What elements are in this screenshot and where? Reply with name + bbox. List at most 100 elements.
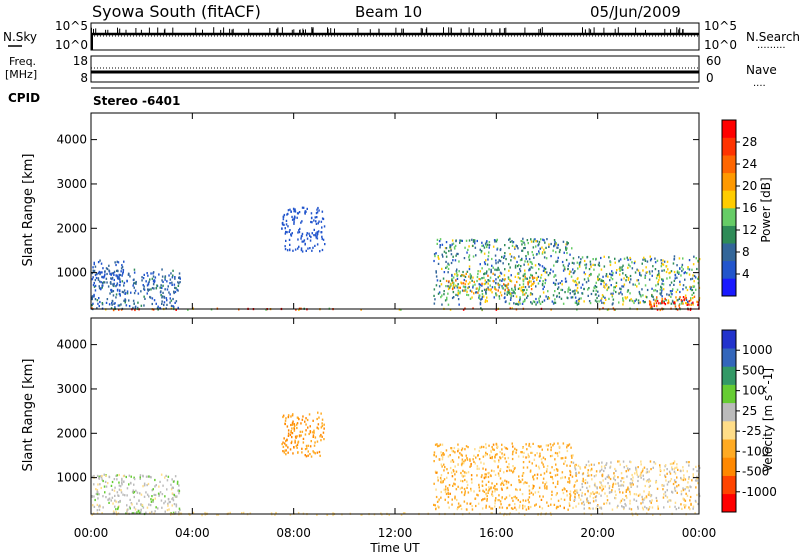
data-cell xyxy=(324,243,326,246)
data-cell xyxy=(692,507,694,510)
data-cell xyxy=(111,300,114,303)
data-cell xyxy=(543,248,545,251)
data-cell xyxy=(101,271,103,274)
data-cell xyxy=(530,301,532,304)
data-cell xyxy=(615,281,618,284)
data-cell xyxy=(525,443,527,446)
data-cell xyxy=(478,296,480,299)
data-cell xyxy=(118,292,121,295)
data-cell xyxy=(449,466,452,470)
data-cell xyxy=(530,238,532,241)
data-cell xyxy=(497,465,499,468)
data-cell xyxy=(694,479,697,482)
data-cell xyxy=(576,261,579,264)
data-cell xyxy=(604,477,607,480)
data-cell xyxy=(605,273,608,276)
data-cell xyxy=(457,463,459,466)
data-cell xyxy=(154,478,156,482)
data-cell xyxy=(445,247,448,250)
data-cell xyxy=(640,274,642,277)
data-cell xyxy=(471,481,473,484)
data-cell xyxy=(162,291,164,294)
data-cell xyxy=(542,477,545,480)
data-cell xyxy=(307,247,309,250)
data-cell xyxy=(551,478,554,481)
data-cell xyxy=(309,247,311,250)
data-cell xyxy=(614,496,616,500)
data-cell xyxy=(524,243,526,246)
data-cell xyxy=(598,492,600,495)
data-cell xyxy=(532,283,534,286)
data-cell xyxy=(132,491,135,494)
data-cell xyxy=(483,490,486,493)
data-cell xyxy=(502,483,505,486)
data-cell xyxy=(598,462,600,465)
data-cell xyxy=(462,285,465,288)
data-cell xyxy=(522,280,525,283)
data-cell xyxy=(524,260,526,263)
data-cell xyxy=(556,452,559,455)
data-cell xyxy=(172,499,175,502)
data-cell xyxy=(597,278,599,281)
data-cell xyxy=(644,274,647,277)
data-cell xyxy=(450,471,453,474)
data-cell xyxy=(611,508,614,511)
data-cell xyxy=(142,485,144,488)
data-cell xyxy=(139,492,141,495)
data-cell xyxy=(318,209,320,212)
data-cell xyxy=(485,476,487,479)
data-cell xyxy=(301,206,304,209)
data-cell xyxy=(528,267,531,270)
data-cell xyxy=(594,299,597,302)
data-cell xyxy=(572,257,575,260)
data-cell xyxy=(579,261,581,265)
data-cell xyxy=(563,267,566,270)
data-cell xyxy=(151,489,153,492)
data-cell xyxy=(485,488,487,491)
data-cell xyxy=(452,469,455,472)
data-cell xyxy=(475,254,477,257)
data-cell xyxy=(688,268,691,271)
data-cell xyxy=(485,446,487,449)
data-cell xyxy=(486,245,488,249)
data-cell xyxy=(540,238,542,241)
data-cell xyxy=(452,281,455,284)
data-cell xyxy=(602,485,604,488)
data-cell xyxy=(486,263,489,266)
data-cell xyxy=(692,475,694,478)
data-cell xyxy=(134,289,137,292)
data-cell xyxy=(440,454,443,457)
data-cell xyxy=(441,481,443,484)
data-cell xyxy=(605,275,607,278)
data-cell xyxy=(455,270,458,273)
colorbar-swatch xyxy=(722,190,736,209)
data-cell xyxy=(548,245,550,248)
data-cell xyxy=(471,508,474,511)
data-cell xyxy=(554,290,556,293)
data-cell xyxy=(479,278,482,281)
data-cell xyxy=(619,258,622,261)
data-cell xyxy=(284,442,286,445)
data-cell xyxy=(518,506,521,509)
data-cell xyxy=(681,269,683,273)
data-cell xyxy=(93,483,95,486)
data-cell xyxy=(595,507,597,510)
data-cell xyxy=(568,443,571,446)
data-cell xyxy=(482,467,484,470)
data-cell xyxy=(674,486,676,489)
data-cell xyxy=(122,268,125,272)
data-cell xyxy=(566,247,568,250)
data-cell xyxy=(480,461,482,464)
data-cell xyxy=(682,268,684,271)
data-cell xyxy=(689,285,691,288)
data-cell xyxy=(526,296,528,299)
data-cell xyxy=(665,479,667,482)
data-cell xyxy=(483,261,486,264)
data-cell xyxy=(141,279,143,282)
data-cell xyxy=(169,282,171,285)
data-cell xyxy=(106,272,108,276)
ytick-label: 4000 xyxy=(56,133,87,147)
data-cell xyxy=(581,485,584,489)
data-cell xyxy=(649,259,652,262)
data-cell xyxy=(308,413,311,416)
